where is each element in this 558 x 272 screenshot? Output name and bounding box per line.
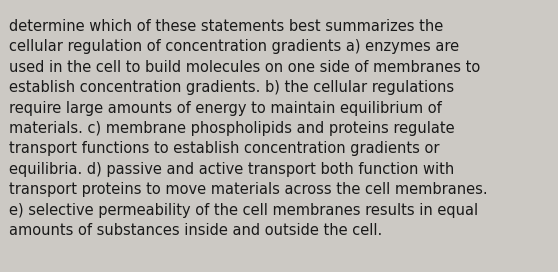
Text: determine which of these statements best summarizes the
cellular regulation of c: determine which of these statements best…: [9, 19, 488, 238]
